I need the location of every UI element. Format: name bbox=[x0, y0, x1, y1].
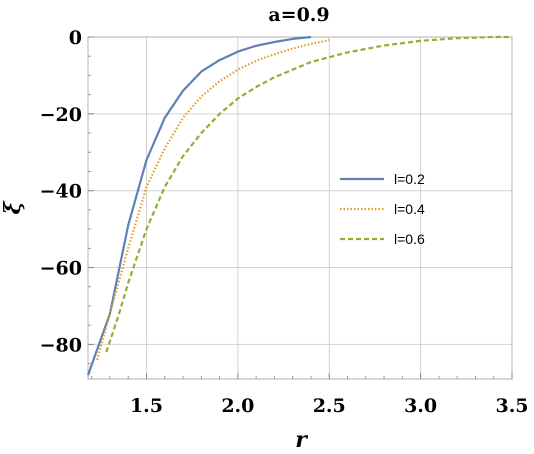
legend-label-2: l=0.4 bbox=[394, 201, 425, 217]
x-tick-label: 1.5 bbox=[130, 395, 163, 417]
grid bbox=[88, 36, 513, 379]
y-tick-label: −60 bbox=[40, 258, 82, 280]
legend-label-3: l=0.6 bbox=[394, 231, 425, 247]
series-line-1 bbox=[86, 35, 312, 376]
legend: l=0.2 l=0.4 l=0.6 bbox=[340, 171, 425, 247]
y-tick-label: 0 bbox=[69, 27, 82, 49]
x-tick-label: 3.5 bbox=[495, 395, 528, 417]
series-group bbox=[86, 35, 512, 376]
series-line-3 bbox=[105, 35, 512, 353]
series-line-2 bbox=[96, 39, 330, 361]
x-tick-label: 2.0 bbox=[221, 395, 254, 417]
chart-title: a=0.9 bbox=[268, 4, 329, 26]
y-tick-label: −20 bbox=[40, 104, 82, 126]
legend-label-1: l=0.2 bbox=[394, 171, 425, 187]
y-tick-label: −40 bbox=[40, 181, 82, 203]
x-tick-label: 2.5 bbox=[313, 395, 346, 417]
ticks: 1.5 2.0 2.5 3.0 3.5 0 −20 −40 −60 −80 bbox=[40, 27, 529, 417]
y-axis-title: ξ bbox=[0, 201, 26, 215]
plot-frame bbox=[87, 36, 513, 380]
y-tick-label: −80 bbox=[40, 334, 82, 356]
x-axis-title: r bbox=[295, 427, 308, 453]
x-tick-label: 3.0 bbox=[404, 395, 437, 417]
